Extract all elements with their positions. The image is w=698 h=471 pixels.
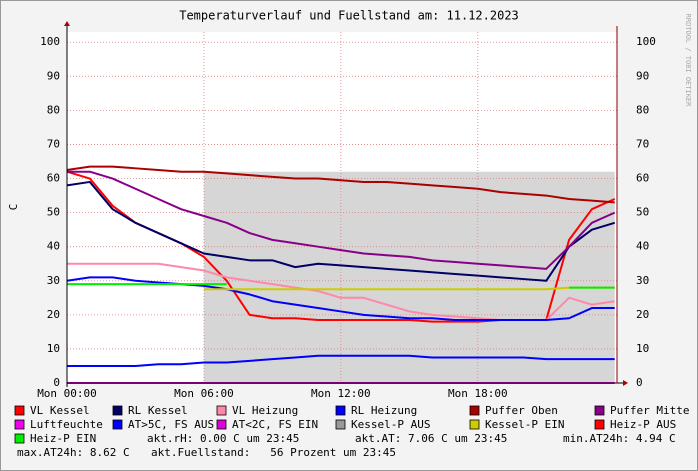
legend-label: VL Heizung (232, 404, 298, 417)
axis-arrow (623, 380, 628, 386)
legend-label: Heiz-P AUS (610, 418, 676, 431)
series-line (67, 283, 615, 289)
series-line (66, 165, 615, 204)
legend-label: Kessel-P AUS (351, 418, 430, 431)
y-tick-label: 40 (47, 240, 60, 253)
area (203, 171, 615, 383)
legend-swatch (216, 419, 227, 430)
x-tick-label: Mon 12:00 (311, 387, 371, 400)
legend-swatch (594, 419, 605, 430)
y2-tick-label: 60 (636, 172, 649, 185)
x-tick-label: Mon 06:00 (174, 387, 234, 400)
legend-swatch (112, 405, 123, 416)
annotation: min.AT24h: 4.94 C (563, 432, 676, 445)
legend-swatch (335, 405, 346, 416)
series-line (66, 180, 616, 282)
annotation: max.AT24h: 8.62 C (17, 446, 130, 459)
legend-swatch (335, 419, 346, 430)
legend-swatch (216, 405, 227, 416)
legend-label: Puffer Mitte (610, 404, 689, 417)
legend-swatch (112, 419, 123, 430)
legend-swatch (14, 419, 25, 430)
y2-tick-label: 80 (636, 103, 649, 116)
y2-tick-label: 70 (636, 137, 649, 150)
x-tick-label: Mon 00:00 (37, 387, 97, 400)
y-tick-label: 20 (47, 308, 60, 321)
y2-tick-label: 30 (636, 274, 649, 287)
legend-swatch (469, 405, 480, 416)
y-tick-label: 50 (47, 206, 60, 219)
legend-swatch (14, 405, 25, 416)
legend-label: AT>5C, FS AUS (128, 418, 214, 431)
legend-swatch (469, 419, 480, 430)
legend-label: Heiz-P EIN (30, 432, 96, 445)
legend-label: RL Kessel (128, 404, 188, 417)
legend-swatch (594, 405, 605, 416)
legend-label: Puffer Oben (485, 404, 558, 417)
annotation: akt.Fuellstand: 56 Prozent um 23:45 (151, 446, 396, 459)
y-tick-label: 80 (47, 103, 60, 116)
legend-label: AT<2C, FS EIN (232, 418, 318, 431)
y2-tick-label: 10 (636, 342, 649, 355)
series-line (67, 354, 615, 367)
x-tick-label: Mon 18:00 (448, 387, 508, 400)
legend-label: Luftfeuchte (30, 418, 103, 431)
series-line (203, 286, 615, 291)
series-line (67, 170, 616, 270)
chart-title: Temperaturverlauf und Fuellstand am: 11.… (179, 9, 519, 23)
y2-tick-label: 100 (636, 35, 656, 48)
y-tick-label: 90 (47, 69, 60, 82)
series-line (66, 276, 615, 321)
annotation: akt.rH: 0.00 C um 23:45 (147, 432, 299, 445)
y2-tick-label: 50 (636, 206, 649, 219)
y-tick-label: 100 (40, 35, 60, 48)
y-tick-label: 60 (47, 172, 60, 185)
y2-tick-label: 90 (636, 69, 649, 82)
legend-label: VL Kessel (30, 404, 90, 417)
annotation: akt.AT: 7.06 C um 23:45 (355, 432, 507, 445)
y2-tick-label: 20 (636, 308, 649, 321)
watermark: RRDTOOL / TOBI OETIKER (684, 14, 692, 108)
y-tick-label: 10 (47, 342, 60, 355)
legend-label: Kessel-P EIN (485, 418, 564, 431)
legend-label: RL Heizung (351, 404, 417, 417)
plot-area (67, 32, 617, 383)
legend-swatch (14, 433, 25, 444)
y2-tick-label: 0 (636, 376, 643, 389)
y-tick-label: 0 (53, 376, 60, 389)
y-tick-label: 70 (47, 137, 60, 150)
axis-arrow (64, 21, 70, 26)
y-tick-label: 30 (47, 274, 60, 287)
y2-tick-label: 40 (636, 240, 649, 253)
y-axis-label: C (7, 204, 20, 211)
